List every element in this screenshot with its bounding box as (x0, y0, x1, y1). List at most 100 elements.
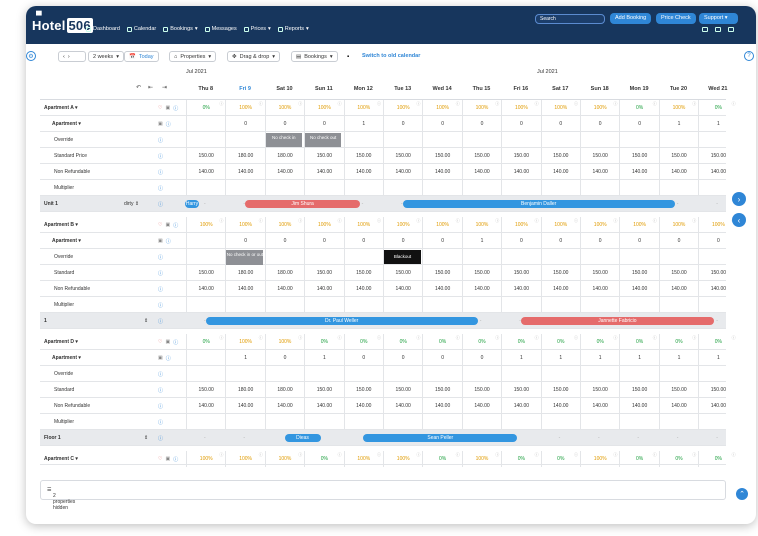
grid-cell[interactable] (461, 366, 501, 382)
grid-cell[interactable] (540, 249, 580, 265)
day-header[interactable]: Thu 8 (198, 86, 214, 92)
restriction-tag[interactable]: No check out (305, 133, 342, 147)
info-icon[interactable]: ⓘ (158, 372, 164, 378)
grid-cell[interactable] (698, 414, 737, 430)
grid-cell[interactable]: 100%ⓘ (343, 217, 383, 233)
row-label[interactable]: Unit 1 (44, 201, 58, 207)
grid-cell[interactable]: 140.00 (225, 398, 264, 414)
nav-item-messages[interactable]: Messages (204, 26, 237, 32)
grid-cell[interactable]: 150.00 (580, 265, 619, 281)
grid-cell[interactable]: 0 (540, 116, 580, 132)
grid-cell[interactable]: 0 (540, 233, 580, 249)
grid-cell[interactable]: 0% ⓘ (540, 451, 580, 467)
grid-cell[interactable]: 180.00 (264, 265, 304, 281)
grid-cell[interactable]: 0 (422, 233, 461, 249)
grid-cell[interactable] (304, 249, 343, 265)
row-label[interactable]: Apartment D ▾ (44, 339, 78, 345)
grid-cell[interactable]: 140.00 (264, 164, 304, 180)
grid-cell[interactable]: 150.00 (422, 382, 461, 398)
day-header[interactable]: Sun 18 (590, 86, 609, 92)
grid-cell[interactable] (461, 249, 501, 265)
grid-cell[interactable]: 1 (343, 116, 383, 132)
grid-cell[interactable]: 150.00 (383, 382, 422, 398)
grid-cell[interactable]: 100%ⓘ (619, 217, 658, 233)
day-header[interactable]: Tue 20 (669, 86, 687, 92)
grid-cell[interactable]: 140.00 (501, 398, 540, 414)
grid-cell[interactable]: 0 (225, 233, 264, 249)
grid-cell[interactable] (422, 366, 461, 382)
info-icon[interactable]: ⓘ (165, 122, 171, 128)
grid-cell[interactable]: 100%ⓘ (225, 334, 264, 350)
grid-cell[interactable]: 100%ⓘ (264, 334, 304, 350)
grid-cell[interactable]: 1 (540, 350, 580, 366)
grid-cell[interactable]: 140.00 (461, 281, 501, 297)
booking-bar[interactable]: Harry (185, 200, 199, 208)
grid-cell[interactable]: 1 (304, 350, 343, 366)
grid-cell[interactable]: 0 (422, 116, 461, 132)
row-label[interactable]: 1 (44, 318, 47, 324)
info-icon[interactable]: ⓘ (158, 170, 164, 176)
grid-cell[interactable]: 0% ⓘ (461, 334, 501, 350)
grid-cell[interactable] (540, 132, 580, 148)
grid-cell[interactable] (461, 132, 501, 148)
grid-cell[interactable] (304, 132, 343, 148)
grid-cell[interactable]: 150.00 (658, 382, 698, 398)
grid-cell[interactable]: 100%ⓘ (304, 100, 343, 116)
grid-cell[interactable]: 150.00 (501, 265, 540, 281)
row-label[interactable]: Apartment ▾ (52, 355, 81, 361)
grid-cell[interactable]: 150.00 (186, 382, 225, 398)
grid-cell[interactable] (422, 414, 461, 430)
grid-cell[interactable]: 140.00 (501, 164, 540, 180)
grid-cell[interactable]: 0% ⓘ (501, 334, 540, 350)
grid-cell[interactable]: 0% ⓘ (304, 334, 343, 350)
weeks-select[interactable]: 2 weeks ▾ (88, 51, 124, 62)
grid-cell[interactable] (264, 180, 304, 196)
grid-cell[interactable] (658, 180, 698, 196)
grid-cell[interactable]: 140.00 (186, 398, 225, 414)
grid-cell[interactable] (383, 249, 422, 265)
grid-cell[interactable] (580, 132, 619, 148)
grid-cell[interactable] (304, 366, 343, 382)
grid-cell[interactable]: 140.00 (422, 164, 461, 180)
grid-cell[interactable]: 150.00 (540, 265, 580, 281)
info-icon[interactable]: ⓘ (158, 186, 164, 192)
grid-cell[interactable] (186, 414, 225, 430)
grid-cell[interactable] (186, 249, 225, 265)
grid-cell[interactable] (501, 297, 540, 313)
grid-cell[interactable] (580, 180, 619, 196)
unit-sort-icon[interactable]: ⇕ (144, 435, 149, 441)
grid-cell[interactable]: 0% ⓘ (658, 334, 698, 350)
prev-next-buttons[interactable]: ‹ › (58, 51, 86, 62)
grid-cell[interactable]: 0 (304, 233, 343, 249)
grid-cell[interactable] (501, 249, 540, 265)
grid-cell[interactable]: 150.00 (619, 265, 658, 281)
grid-cell[interactable]: 180.00 (264, 382, 304, 398)
grid-cell[interactable]: 150.00 (186, 148, 225, 164)
grid-cell[interactable]: 150.00 (383, 265, 422, 281)
grid-cell[interactable]: 140.00 (264, 398, 304, 414)
grid-cell[interactable]: 100%ⓘ (343, 451, 383, 467)
grid-cell[interactable]: 150.00 (698, 148, 737, 164)
grid-cell[interactable]: 0% ⓘ (186, 100, 225, 116)
logo[interactable]: ▀ Hotel 506 (32, 11, 93, 33)
grid-cell[interactable]: 1 (619, 350, 658, 366)
scroll-left-button[interactable]: ‹ (732, 213, 746, 227)
heart-icon[interactable]: ♡ (158, 222, 163, 228)
grid-cell[interactable]: 140.00 (580, 164, 619, 180)
grid-cell[interactable]: 150.00 (343, 382, 383, 398)
grid-cell[interactable]: 140.00 (540, 281, 580, 297)
grid-cell[interactable]: 1 (225, 350, 264, 366)
grid-cell[interactable]: 100%ⓘ (225, 451, 264, 467)
grid-cell[interactable]: 140.00 (540, 398, 580, 414)
grid-cell[interactable] (225, 132, 264, 148)
grid-cell[interactable]: 150.00 (619, 382, 658, 398)
list-icon[interactable]: ▣ (158, 355, 163, 361)
grid-cell[interactable] (186, 233, 225, 249)
grid-cell[interactable] (304, 297, 343, 313)
grid-cell[interactable]: 140.00 (619, 164, 658, 180)
grid-cell[interactable]: 140.00 (580, 398, 619, 414)
grid-cell[interactable] (264, 297, 304, 313)
grid-cell[interactable]: 150.00 (186, 265, 225, 281)
list-icon[interactable]: ▣ (158, 121, 163, 127)
hidden-properties-footer[interactable]: ☰ 2 properties hidden (40, 480, 726, 511)
